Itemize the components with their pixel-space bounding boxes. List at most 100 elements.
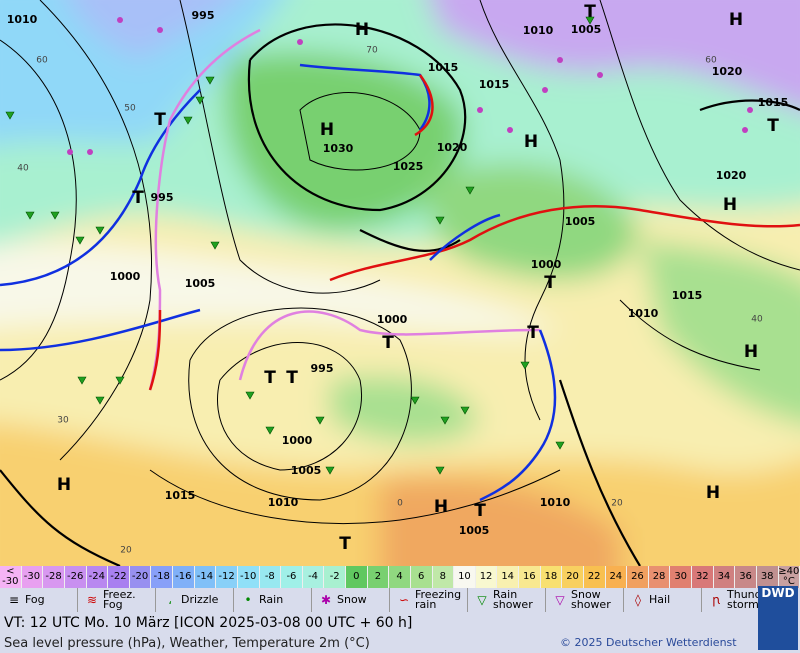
isobar-label: 995 bbox=[192, 9, 215, 22]
grid-label: 40 bbox=[17, 164, 29, 174]
snow-symbol bbox=[597, 72, 603, 78]
scale-cell: 26 bbox=[627, 566, 649, 588]
scale-cell: -28 bbox=[43, 566, 65, 588]
pressure-center: H bbox=[729, 10, 743, 30]
pressure-center: T bbox=[132, 188, 144, 208]
weather-label: Snow bbox=[337, 593, 367, 606]
scale-cell: 34 bbox=[713, 566, 736, 588]
snow-symbol bbox=[117, 17, 123, 23]
isobar-label: 1030 bbox=[323, 142, 354, 155]
weather-symbol bbox=[210, 241, 220, 250]
weather-icon: ∽ bbox=[398, 593, 410, 607]
weather-icon: ▽ bbox=[477, 593, 487, 607]
grid-label: 30 bbox=[57, 416, 69, 426]
snow-symbol bbox=[297, 39, 303, 45]
weather-symbol bbox=[195, 96, 205, 105]
temperature-field bbox=[0, 0, 800, 566]
snow-symbol bbox=[742, 127, 748, 133]
weather-legend-item: ✱ Snow bbox=[318, 588, 390, 612]
weather-symbol bbox=[183, 116, 193, 125]
pressure-center: H bbox=[723, 195, 737, 215]
weather-symbol bbox=[25, 211, 35, 220]
scale-cell: 36 bbox=[735, 566, 757, 588]
snow-symbol bbox=[87, 149, 93, 155]
weather-symbol bbox=[435, 466, 445, 475]
pressure-center: T bbox=[527, 323, 539, 343]
temperature-scale: < -30 -30 -28 -26 -24 -22 -20 -18 -16 -14 -12 -10 -8… bbox=[0, 566, 800, 588]
isobar-label: 1000 bbox=[110, 270, 141, 283]
scale-cell: -2 bbox=[324, 566, 346, 588]
scale-cell: -22 bbox=[108, 566, 130, 588]
valid-time: VT: 12 UTC Mo. 10 März [ICON 2025-03-08 … bbox=[4, 615, 413, 631]
snow-symbol bbox=[477, 107, 483, 113]
weather-symbol bbox=[440, 416, 450, 425]
scale-cell: 32 bbox=[692, 566, 714, 588]
isobar-label: 1015 bbox=[672, 289, 703, 302]
pressure-center: H bbox=[434, 497, 448, 517]
snow-symbol bbox=[507, 127, 513, 133]
isobar-label: 995 bbox=[151, 191, 174, 204]
weather-label: Hail bbox=[649, 593, 671, 606]
grid-label: 60 bbox=[36, 56, 48, 66]
scale-cell: -26 bbox=[64, 566, 87, 588]
snow-symbol bbox=[67, 149, 73, 155]
pressure-center: H bbox=[744, 342, 758, 362]
isobar-label: 1010 bbox=[628, 307, 659, 320]
scale-cell: -14 bbox=[194, 566, 217, 588]
scale-cell: -4 bbox=[302, 566, 325, 588]
isobar-label: 1005 bbox=[291, 464, 322, 477]
weather-icon: • bbox=[244, 593, 252, 607]
weather-label: Drizzle bbox=[181, 593, 219, 606]
scale-cell: < -30 bbox=[0, 566, 22, 588]
weather-icon: ≋ bbox=[86, 593, 98, 607]
weather-symbol bbox=[75, 236, 85, 245]
weather-icon: ꞃ bbox=[712, 593, 720, 607]
isobar-label: 1020 bbox=[437, 141, 468, 154]
scale-cell: -20 bbox=[129, 566, 152, 588]
weather-legend-item: ▽ Snow shower bbox=[552, 588, 624, 612]
grid-label: 0 bbox=[397, 499, 403, 509]
pressure-center: T bbox=[286, 368, 298, 388]
pressure-center: T bbox=[264, 368, 276, 388]
weather-symbol bbox=[95, 226, 105, 235]
grid-label: 20 bbox=[611, 499, 623, 509]
weather-symbol bbox=[520, 361, 530, 370]
scale-cell: 24 bbox=[605, 566, 628, 588]
scale-cell: 14 bbox=[497, 566, 519, 588]
scale-cell: 2 bbox=[367, 566, 390, 588]
snow-symbol bbox=[542, 87, 548, 93]
scale-cell: -16 bbox=[173, 566, 195, 588]
fronts bbox=[0, 28, 800, 502]
pressure-center: T bbox=[339, 534, 351, 554]
footer: VT: 12 UTC Mo. 10 März [ICON 2025-03-08 … bbox=[0, 586, 800, 653]
weather-legend-item: ◊ Hail bbox=[630, 588, 702, 612]
isobars bbox=[0, 0, 800, 566]
weather-symbol bbox=[555, 441, 565, 450]
pressure-center: T bbox=[767, 116, 779, 136]
weather-symbol bbox=[205, 76, 215, 85]
weather-label: Fog bbox=[25, 593, 45, 606]
weather-icon: ◊ bbox=[635, 593, 641, 607]
pressure-center: H bbox=[57, 475, 71, 495]
isobar-label: 1005 bbox=[459, 524, 490, 537]
pressure-center: H bbox=[320, 120, 334, 140]
isobar-label: 1010 bbox=[523, 24, 554, 37]
scale-cell: 22 bbox=[583, 566, 606, 588]
weather-symbol bbox=[325, 466, 335, 475]
weather-label: Freez. Fog bbox=[103, 588, 136, 611]
pressure-center: H bbox=[355, 20, 369, 40]
weather-label: Rain bbox=[259, 593, 284, 606]
grid-label: 40 bbox=[751, 315, 763, 325]
isobar-label: 1025 bbox=[393, 160, 424, 173]
scale-cell: -24 bbox=[86, 566, 109, 588]
isobar-label: 1015 bbox=[165, 489, 196, 502]
weather-symbol bbox=[465, 186, 475, 195]
pressure-center: T bbox=[154, 110, 166, 130]
map: 1010 995 H 1015 H 1030 1020 1025 T 1010 1005 H 1015 1… bbox=[0, 0, 800, 566]
scale-cell: 28 bbox=[648, 566, 671, 588]
weather-icon: ▽ bbox=[555, 593, 565, 607]
scale-cell: -10 bbox=[237, 566, 260, 588]
weather-symbol bbox=[50, 211, 60, 220]
weather-symbol bbox=[115, 376, 125, 385]
scale-cell: 8 bbox=[432, 566, 455, 588]
